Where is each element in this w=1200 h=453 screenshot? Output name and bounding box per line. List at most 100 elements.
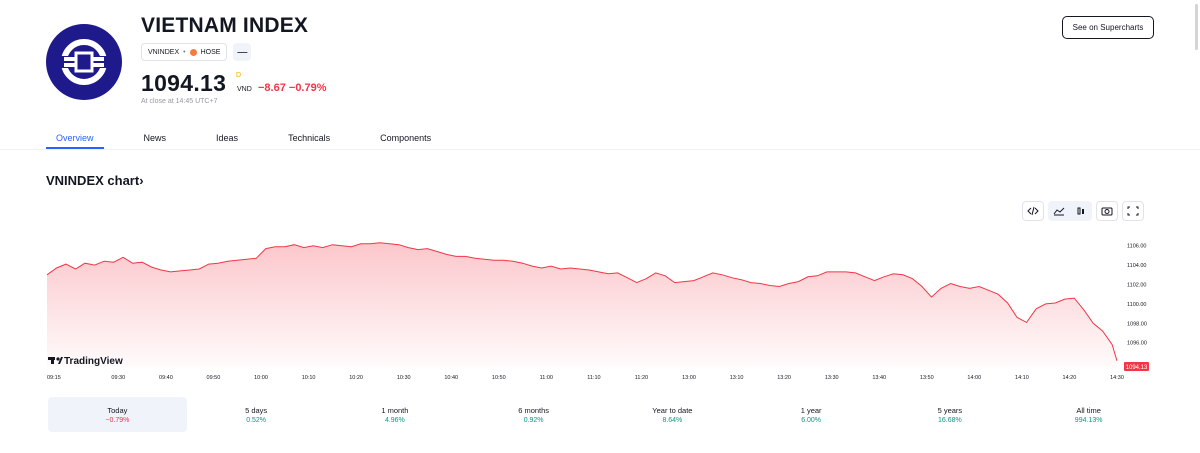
data-point	[627, 277, 628, 278]
data-point	[1036, 308, 1037, 309]
last-price-badge: 1094.13	[1124, 362, 1149, 371]
data-point	[883, 276, 884, 277]
y-tick-label: 1106.00	[1127, 244, 1146, 250]
more-menu-button[interactable]: —	[233, 43, 252, 61]
period-value: 994.13%	[1074, 416, 1103, 424]
exchange-flag-icon	[189, 48, 197, 56]
period-switcher: Today −0.79% 5 days 0.52% 1 month 4.96% …	[48, 397, 1158, 432]
period-label: Year to date	[652, 405, 693, 415]
data-point	[408, 247, 409, 248]
page-scrollbar[interactable]	[1195, 4, 1198, 50]
snapshot-button[interactable]	[1096, 201, 1118, 221]
fullscreen-button[interactable]	[1122, 201, 1144, 221]
data-point	[256, 258, 257, 259]
period-label: 1 year	[800, 405, 822, 415]
tab-ideas[interactable]: Ideas	[216, 133, 239, 143]
price-chart[interactable]: 1106.00 1104.00 1102.00 1100.00 1098.00 1096.…	[0, 230, 1200, 385]
x-tick-label: 14:10	[1015, 375, 1029, 381]
y-tick-label: 1098.00	[1127, 321, 1147, 327]
chart-heading-label: VNINDEX chart	[46, 173, 140, 188]
tab-overview[interactable]: Overview	[46, 131, 104, 149]
period-today[interactable]: Today −0.79%	[48, 397, 187, 432]
data-point	[893, 273, 894, 274]
data-point	[532, 266, 533, 267]
period-1-year[interactable]: 1 year 6.00%	[742, 397, 881, 432]
data-point	[1045, 303, 1046, 304]
x-tick-label: 09:30	[111, 375, 125, 381]
tab-news[interactable]: News	[143, 133, 167, 143]
data-point	[94, 265, 95, 266]
tradingview-watermark: TradingView	[48, 356, 123, 367]
data-point	[988, 290, 989, 291]
data-point	[370, 243, 371, 244]
data-point	[322, 247, 323, 248]
period-value: 6.00%	[801, 416, 822, 424]
data-point	[132, 263, 133, 264]
period-value: −0.79%	[105, 416, 130, 424]
data-point	[170, 271, 171, 272]
data-point	[56, 267, 57, 268]
period-6-months[interactable]: 6 months 0.92%	[464, 397, 603, 432]
separator-dot: •	[183, 48, 186, 56]
x-axis: 09:15 09:30 09:40 09:50 10:00 10:10 10:20 10:30…	[47, 375, 1124, 381]
x-tick-label: 09:15	[47, 375, 61, 381]
data-point	[560, 268, 561, 269]
chart-heading-link[interactable]: VNINDEX chart›	[46, 173, 144, 188]
tab-technicals[interactable]: Technicals	[288, 133, 331, 143]
period-value: 8.64%	[662, 416, 683, 424]
x-tick-label: 09:50	[207, 375, 221, 381]
period-5-days[interactable]: 5 days 0.52%	[187, 397, 326, 432]
data-point	[218, 263, 219, 264]
data-point	[750, 282, 751, 283]
data-point	[855, 272, 856, 273]
exchange-label: HOSE	[200, 48, 221, 56]
data-point	[65, 264, 66, 265]
data-point	[769, 285, 770, 286]
period-1-month[interactable]: 1 month 4.96%	[326, 397, 465, 432]
chevron-right-icon: ›	[139, 173, 144, 188]
symbol-chip[interactable]: VNINDEX • HOSE	[141, 43, 228, 61]
candles-chart-button[interactable]	[1070, 201, 1092, 221]
price-line-layer	[46, 242, 1118, 362]
data-point	[874, 280, 875, 281]
price-change: −8.67 −0.79%	[258, 82, 327, 94]
embed-button[interactable]	[1022, 201, 1044, 221]
data-point	[1055, 302, 1056, 303]
last-price: 1094.13	[141, 70, 227, 96]
period-label: All time	[1076, 405, 1101, 415]
data-point	[826, 271, 827, 272]
period-5-years[interactable]: 5 years 16.68%	[881, 397, 1020, 432]
data-point	[142, 262, 143, 263]
candles-icon	[1077, 207, 1084, 215]
data-point	[655, 272, 656, 273]
data-point	[779, 286, 780, 287]
data-point	[1083, 309, 1084, 310]
y-tick-label: 1100.00	[1127, 302, 1146, 308]
data-point	[351, 246, 352, 247]
price-line	[46, 242, 1118, 362]
last-price-badge-label: 1094.13	[1126, 365, 1148, 371]
period-year-to-date[interactable]: Year to date 8.64%	[603, 397, 742, 432]
area-chart-button[interactable]	[1048, 201, 1070, 221]
data-point	[703, 276, 704, 277]
period-all-time[interactable]: All time 994.13%	[1019, 397, 1158, 432]
period-label: 6 months	[518, 405, 550, 415]
data-point	[541, 267, 542, 268]
data-point	[389, 243, 390, 244]
data-point	[950, 283, 951, 284]
data-point	[303, 247, 304, 248]
x-tick-label: 13:10	[730, 375, 744, 381]
data-point	[455, 256, 456, 257]
tab-components[interactable]: Components	[380, 133, 432, 143]
see-on-supercharts-button[interactable]: See on Supercharts	[1062, 16, 1154, 39]
x-tick-label: 13:30	[825, 375, 839, 381]
data-point	[998, 294, 999, 295]
x-tick-label: 10:10	[302, 375, 316, 381]
data-point	[912, 278, 913, 279]
data-point	[265, 248, 266, 249]
area-fill-layer	[47, 242, 1117, 367]
data-point	[484, 259, 485, 260]
y-tick-label: 1104.00	[1127, 263, 1146, 269]
tradingview-logo-icon	[48, 357, 63, 364]
section-tabs: Overview News Ideas Technicals Component…	[46, 131, 471, 149]
